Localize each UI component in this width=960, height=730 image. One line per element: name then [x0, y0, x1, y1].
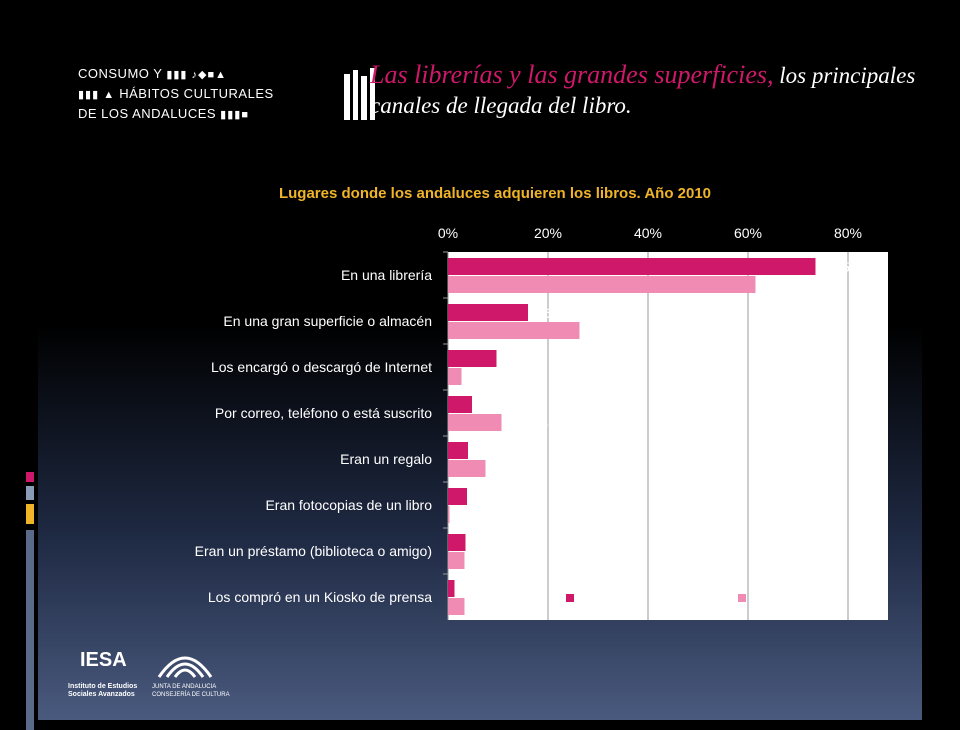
x-tick-label: 60%	[734, 225, 762, 241]
bar-profesion	[448, 534, 466, 551]
data-label: 10,7%	[509, 415, 549, 431]
x-tick-label: 40%	[634, 225, 662, 241]
deco-bar-yellow	[26, 504, 34, 524]
footer-logos: IESA Instituto de Estudios Sociales Avan…	[60, 645, 230, 705]
data-label: 3,5%	[473, 535, 505, 551]
bar-otros	[448, 322, 580, 339]
headline-accent: Las librerías y las grandes superficies,	[370, 60, 774, 89]
logo-line-1: CONSUMO Y	[78, 66, 163, 81]
data-label: 3,3%	[472, 553, 504, 569]
data-label: 1,3%	[462, 581, 494, 597]
headline-rest: los principales canales de llegada del l…	[370, 63, 916, 118]
legend-swatch	[566, 594, 574, 602]
bar-otros	[448, 276, 756, 293]
legend-label: Profesión / Estudios	[579, 590, 704, 606]
logo-line-3: DE LOS ANDALUCES	[78, 106, 217, 121]
x-tick-label: 80%	[834, 225, 862, 241]
category-label: Eran un préstamo (biblioteca o amigo)	[195, 543, 432, 559]
category-label: En una librería	[341, 267, 432, 283]
x-tick-label: 0%	[438, 225, 458, 241]
bar-profesion	[448, 396, 472, 413]
bar-profesion	[448, 304, 528, 321]
consumo-logo: CONSUMO Y ▮▮▮ ♪◆■▲ ▮▮▮ ▲ HÁBITOS CULTURA…	[78, 66, 338, 128]
data-label: 4,8%	[479, 397, 511, 413]
bar-otros	[448, 598, 465, 615]
category-label: Los encargó o descargó de Internet	[211, 359, 432, 375]
books-icon	[344, 68, 375, 120]
bar-profesion	[448, 258, 816, 275]
iesa-subtitle: Instituto de Estudios Sociales Avanzados	[68, 683, 138, 698]
data-label: 7,5%	[493, 461, 525, 477]
data-label: 3,8%	[474, 489, 506, 505]
legend-swatch	[738, 594, 746, 602]
slide-headline: Las librerías y las grandes superficies,…	[370, 60, 930, 121]
iesa-logo: IESA	[80, 649, 127, 671]
x-tick-label: 20%	[534, 225, 562, 241]
logo-icons-row-3: ▮▮▮■	[220, 109, 249, 121]
deco-bar-grey	[26, 486, 34, 500]
bar-profesion	[448, 488, 467, 505]
deco-bar-grey-2	[26, 530, 34, 730]
category-label: Eran un regalo	[340, 451, 432, 467]
junta-subtitle: JUNTA DE ANDALUCIA CONSEJERÍA DE CULTURA	[152, 684, 230, 698]
data-label: 9,7%	[504, 351, 536, 367]
deco-bar-magenta	[26, 472, 34, 482]
chart-title: Lugares donde los andaluces adquieren lo…	[278, 185, 712, 202]
logo-line-2: HÁBITOS CULTURALES	[119, 86, 274, 101]
bar-otros	[448, 506, 450, 523]
data-label: 16,0%	[535, 305, 575, 321]
right-frame-strip	[922, 0, 960, 720]
category-label: Los compró en un Kiosko de prensa	[208, 589, 432, 605]
category-label: Por correo, teléfono o está suscrito	[215, 405, 432, 421]
data-label: 2,7%	[469, 369, 501, 385]
legend-label: Otros motivos	[751, 590, 837, 606]
data-label: 0,2%	[457, 507, 489, 523]
bar-profesion	[448, 442, 468, 459]
bar-profesion	[448, 580, 455, 597]
bar-otros	[448, 368, 462, 385]
logo-icons-row-1: ▮▮▮ ♪◆■▲	[166, 69, 228, 81]
bar-profesion	[448, 350, 497, 367]
data-label: 61,5%	[763, 277, 803, 293]
junta-andalucia-logo	[157, 656, 213, 678]
data-label: 26,3%	[587, 323, 627, 339]
data-label: 4,0%	[475, 443, 507, 459]
logo-icons-row-2: ▮▮▮ ▲	[78, 89, 116, 101]
category-label: En una gran superficie o almacén	[223, 313, 432, 329]
data-label: 73,5%	[823, 259, 863, 275]
bar-otros	[448, 414, 502, 431]
bar-otros	[448, 460, 486, 477]
bar-otros	[448, 552, 465, 569]
data-label: 3,3%	[472, 599, 504, 615]
category-label: Eran fotocopias de un libro	[265, 497, 432, 513]
